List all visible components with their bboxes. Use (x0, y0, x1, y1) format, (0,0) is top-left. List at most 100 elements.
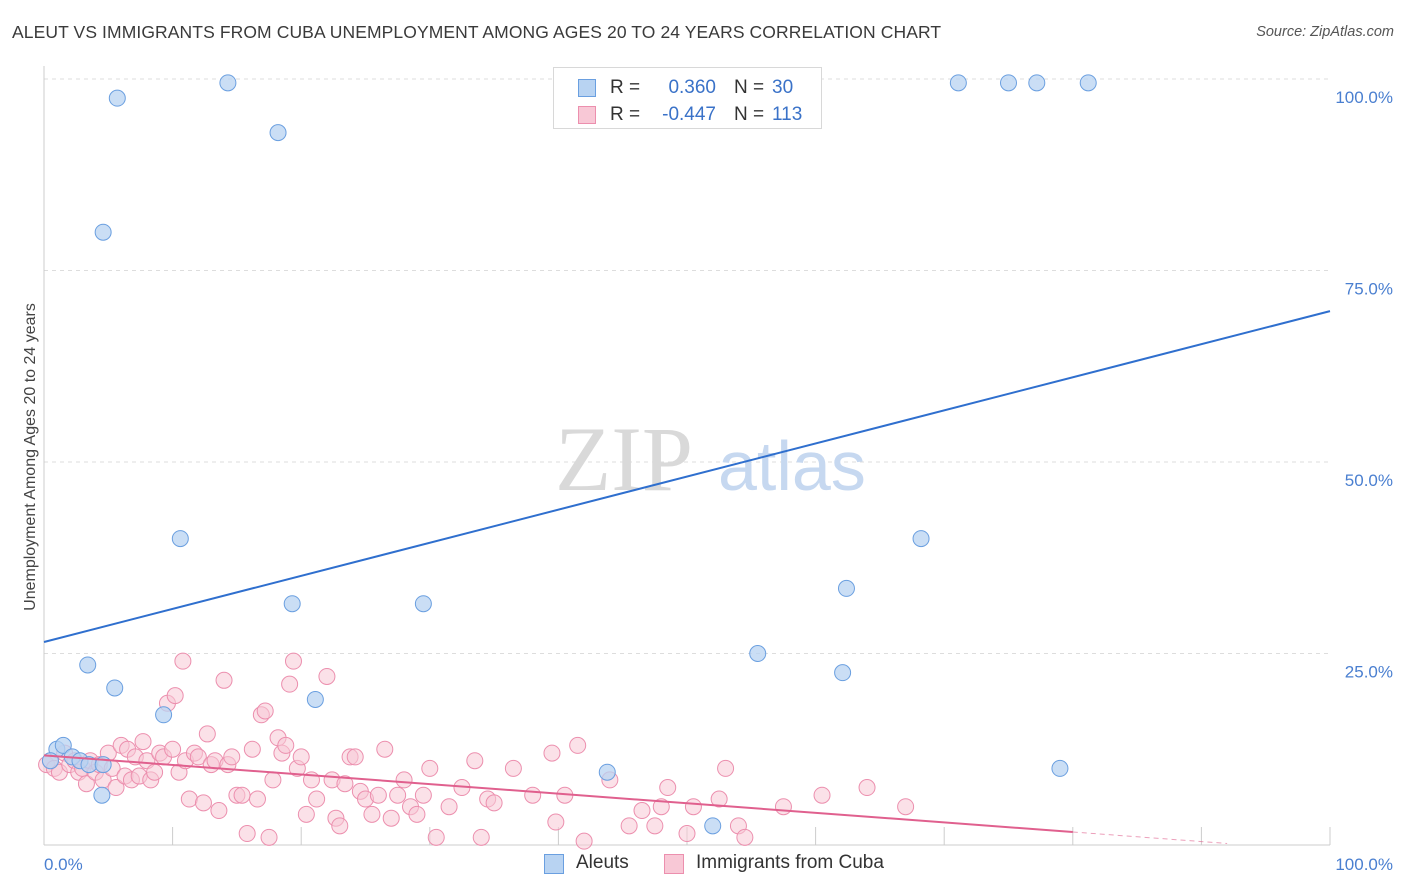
cuba-point (774, 798, 792, 816)
legend-swatch-cuba (664, 854, 684, 874)
cuba-point (308, 790, 326, 808)
legend-row-cuba: R = -0.447 N = 113 (554, 101, 823, 127)
cuba-point (198, 725, 216, 743)
cuba-point (174, 652, 192, 670)
cuba-point (466, 752, 484, 770)
legend-r-value: -0.447 (662, 104, 716, 125)
x-tick-label: 100.0% (1335, 855, 1393, 874)
cuba-point (164, 740, 182, 758)
aleut-point (912, 530, 930, 548)
cuba-point (659, 779, 677, 797)
cuba-point (858, 779, 876, 797)
x-tick-label: 0.0% (44, 855, 83, 874)
aleut-point (1051, 759, 1069, 777)
aleut-point (79, 656, 97, 674)
legend-n-label: N = (734, 104, 765, 125)
aleut-point (94, 223, 112, 241)
y-tick-label: 25.0% (1345, 663, 1393, 682)
legend-row-aleuts: R = 0.360 N = 30 (554, 74, 823, 100)
aleut-point (1000, 74, 1017, 92)
cuba-point (194, 794, 212, 812)
cuba-point (292, 748, 310, 766)
aleut-point (834, 664, 852, 682)
cuba-point (248, 790, 266, 808)
cuba-points (38, 652, 915, 850)
cuba-point (395, 771, 413, 789)
cuba-point (284, 652, 302, 670)
cuba-point (331, 817, 349, 835)
chart-title: ALEUT VS IMMIGRANTS FROM CUBA UNEMPLOYME… (12, 22, 942, 42)
cuba-point (369, 786, 387, 804)
cuba-point (297, 805, 315, 823)
cuba-point (646, 817, 664, 835)
legend-swatch-aleuts (544, 854, 564, 874)
aleut-point (171, 530, 189, 548)
cuba-point (408, 805, 426, 823)
cuba-point (440, 798, 458, 816)
y-tick-label: 100.0% (1335, 88, 1393, 107)
aleut-point (93, 786, 111, 804)
cuba-point (710, 790, 728, 808)
cuba-point (569, 736, 587, 754)
legend-swatch-aleuts (578, 79, 596, 97)
cuba-point (504, 759, 522, 777)
y-tick-label: 75.0% (1345, 280, 1393, 299)
cuba-point (633, 802, 651, 820)
legend-n-value: 30 (772, 77, 794, 98)
aleut-point (155, 706, 173, 724)
aleut-trend-line (43, 310, 1331, 643)
aleut-point (1079, 74, 1097, 92)
cuba-point (421, 759, 439, 777)
cuba-point (736, 828, 754, 846)
cuba-point (264, 771, 282, 789)
cuba-point (281, 675, 299, 693)
watermark: ZIP atlas (555, 408, 866, 510)
cuba-point (524, 786, 542, 804)
aleut-point (269, 124, 287, 142)
aleut-point (108, 89, 126, 107)
legend-label-aleuts: Aleuts (576, 852, 629, 873)
legend-n-value: 113 (772, 104, 803, 125)
cuba-point (414, 786, 432, 804)
legend-r-label: R = (610, 77, 641, 98)
cuba-point (189, 748, 207, 766)
aleut-point (106, 679, 124, 697)
cuba-point (243, 740, 261, 758)
cuba-point (427, 828, 445, 846)
cuba-trend-line (43, 754, 1073, 833)
cuba-point (485, 794, 503, 812)
cuba-point (166, 687, 184, 705)
cuba-point (472, 828, 490, 846)
cuba-point (363, 805, 381, 823)
legend-r-label: R = (610, 104, 641, 125)
cuba-point (238, 825, 256, 843)
aleut-point (414, 595, 432, 613)
cuba-point (897, 798, 915, 816)
aleut-point (949, 74, 967, 92)
watermark-zip: ZIP (555, 408, 693, 510)
cuba-point (652, 798, 670, 816)
cuba-point (620, 817, 638, 835)
cuba-point (389, 786, 407, 804)
cuba-point (215, 671, 233, 689)
legend-swatch-cuba (578, 106, 596, 124)
cuba-trend-extension (1072, 831, 1228, 844)
cuba-point (684, 798, 702, 816)
source-label: Source: ZipAtlas.com (1256, 24, 1394, 40)
watermark-atlas: atlas (718, 427, 866, 505)
aleut-point (283, 595, 301, 613)
aleut-point (219, 74, 237, 92)
cuba-point (678, 825, 696, 843)
cuba-point (146, 763, 164, 781)
gridlines (44, 78, 1330, 654)
aleut-points (41, 74, 1097, 835)
aleut-point (704, 817, 722, 835)
cuba-point (813, 786, 831, 804)
cuba-point (547, 813, 565, 831)
cuba-point (134, 733, 152, 751)
cuba-point (717, 759, 735, 777)
aleut-point (749, 645, 767, 662)
cuba-point (318, 667, 336, 685)
stats-legend: R = 0.360 N = 30 R = -0.447 N = 113 (553, 67, 822, 129)
